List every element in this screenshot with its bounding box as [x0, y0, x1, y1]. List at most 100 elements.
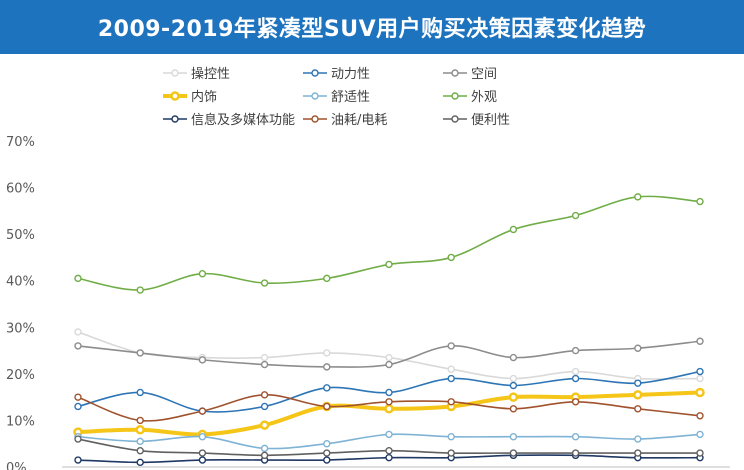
- legend-item: 便利性: [443, 113, 510, 128]
- data-point: [509, 374, 518, 383]
- data-point: [198, 270, 207, 278]
- data-point: [696, 449, 704, 457]
- series-8: [74, 435, 704, 460]
- data-point: [74, 435, 82, 443]
- data-point: [136, 349, 144, 357]
- data-point: [634, 435, 642, 443]
- legend-item: 油耗/电耗: [303, 113, 387, 128]
- data-point: [323, 456, 331, 464]
- legend-swatch-marker: [170, 91, 180, 101]
- data-point: [447, 398, 455, 406]
- data-point: [260, 444, 269, 453]
- legend-item: 舒适性: [303, 90, 370, 105]
- data-point: [447, 374, 455, 383]
- data-point: [385, 360, 393, 369]
- data-point: [323, 402, 331, 411]
- data-point: [634, 193, 642, 201]
- data-point: [447, 342, 455, 350]
- legend-label: 信息及多媒体功能: [191, 112, 295, 128]
- data-point: [260, 402, 269, 411]
- y-tick-label: 50%: [6, 228, 35, 243]
- data-point: [696, 337, 704, 345]
- series-3: [73, 387, 705, 440]
- y-tick-label: 70%: [6, 135, 35, 150]
- data-point: [509, 405, 518, 413]
- series-4: [74, 430, 704, 453]
- data-point: [385, 353, 393, 362]
- data-point: [198, 433, 207, 441]
- data-point: [260, 451, 269, 460]
- legend-label: 内饰: [191, 89, 217, 105]
- data-point: [323, 363, 331, 371]
- legend-item: 操控性: [163, 66, 230, 82]
- data-point: [260, 360, 269, 369]
- legend-label: 油耗/电耗: [331, 113, 387, 128]
- series-line: [77, 394, 701, 422]
- data-point: [323, 449, 331, 457]
- series-0: [74, 328, 704, 383]
- legend-swatch-marker: [171, 69, 179, 77]
- legend-swatch-marker: [451, 115, 459, 123]
- data-point: [509, 433, 518, 441]
- data-point: [509, 225, 518, 234]
- data-point: [385, 388, 393, 397]
- legend-item: 动力性: [303, 67, 370, 82]
- data-point: [571, 367, 580, 376]
- legend-item: 信息及多媒体功能: [163, 112, 295, 128]
- data-point: [198, 407, 207, 415]
- data-point: [74, 342, 82, 350]
- data-point: [571, 346, 580, 355]
- data-point: [259, 420, 270, 430]
- legend-swatch-marker: [311, 92, 319, 100]
- data-point: [74, 393, 82, 401]
- data-point: [136, 458, 144, 467]
- plot-area: [73, 193, 705, 467]
- data-point: [260, 391, 269, 399]
- data-point: [696, 430, 704, 439]
- data-point: [447, 253, 455, 262]
- data-point: [74, 402, 82, 411]
- data-point: [508, 392, 519, 402]
- data-point: [136, 388, 144, 397]
- data-point: [323, 384, 331, 392]
- legend-swatch-marker: [451, 92, 459, 100]
- data-point: [135, 424, 145, 435]
- legend-label: 外观: [471, 90, 497, 105]
- data-point: [447, 365, 455, 373]
- data-point: [136, 286, 144, 294]
- data-point: [74, 274, 82, 283]
- data-point: [385, 430, 393, 439]
- data-point: [695, 387, 705, 398]
- data-point: [696, 197, 704, 206]
- data-point: [385, 260, 393, 269]
- legend-item: 外观: [443, 90, 497, 105]
- data-point: [323, 440, 331, 448]
- data-point: [634, 405, 642, 413]
- data-point: [260, 353, 269, 362]
- data-point: [385, 453, 393, 462]
- legend-swatch-marker: [311, 69, 319, 77]
- data-point: [260, 279, 269, 287]
- data-point: [198, 449, 207, 457]
- data-point: [74, 456, 82, 464]
- series-5: [74, 193, 704, 294]
- data-point: [696, 367, 704, 376]
- series-2: [74, 337, 704, 371]
- y-tick-label: 40%: [6, 275, 35, 290]
- y-tick-label: 20%: [6, 368, 35, 383]
- data-point: [696, 412, 704, 420]
- legend-label: 空间: [471, 67, 497, 82]
- chart-title-bar: 2009-2019年紧凑型SUV用户购买决策因素变化趋势: [0, 0, 744, 54]
- data-point: [74, 328, 82, 336]
- data-point: [633, 390, 643, 400]
- data-point: [696, 374, 704, 383]
- data-point: [571, 374, 580, 383]
- data-point: [447, 449, 455, 457]
- data-point: [634, 379, 642, 387]
- data-point: [571, 211, 580, 220]
- data-point: [198, 456, 207, 464]
- data-point: [634, 449, 642, 457]
- data-point: [323, 349, 331, 357]
